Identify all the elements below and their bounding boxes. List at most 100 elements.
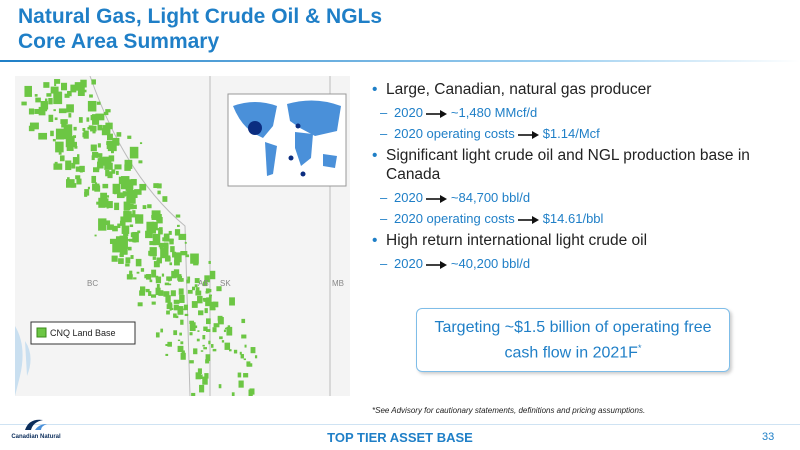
land-patch — [43, 82, 50, 88]
land-patch — [151, 210, 161, 220]
land-patch — [149, 228, 156, 234]
land-patch — [170, 246, 175, 253]
land-patch — [157, 216, 163, 224]
land-patch — [169, 307, 172, 311]
land-patch — [54, 83, 57, 87]
land-patch — [149, 241, 156, 246]
land-patch — [158, 230, 163, 235]
land-patch — [102, 183, 109, 189]
land-patch — [68, 113, 72, 118]
land-patch — [71, 162, 76, 169]
land-patch — [82, 132, 87, 138]
land-patch — [155, 287, 161, 296]
land-patch — [65, 136, 75, 148]
land-patch — [106, 141, 110, 146]
land-patch — [62, 136, 67, 140]
land-patch — [91, 175, 97, 183]
land-patch — [184, 313, 189, 317]
land-patch — [119, 220, 126, 226]
land-patch — [169, 238, 174, 245]
land-patch — [97, 124, 103, 131]
land-patch — [219, 336, 223, 340]
land-patch — [197, 368, 202, 374]
land-patch — [163, 242, 169, 249]
land-patch — [218, 384, 222, 389]
land-patch — [112, 225, 118, 232]
sub-label: 2020 operating costs — [394, 126, 515, 141]
land-patch — [107, 171, 113, 179]
land-patch — [241, 334, 247, 339]
land-patch — [149, 247, 157, 257]
land-patch — [119, 253, 124, 258]
border — [89, 76, 191, 396]
land-patch — [190, 253, 199, 264]
land-patch — [193, 348, 198, 355]
land-patch — [58, 108, 67, 114]
land-patch — [199, 384, 205, 393]
land-patch — [183, 304, 188, 311]
logo: Canadian Natural — [6, 416, 66, 440]
land-patch — [153, 183, 159, 189]
land-patch — [88, 125, 94, 129]
land-patch — [212, 301, 219, 308]
land-patch — [216, 286, 222, 292]
land-patch — [156, 284, 160, 289]
sub-bullet: 2020 ~40,200 bbl/d — [372, 255, 792, 273]
land-patch — [105, 109, 111, 113]
land-patch — [135, 258, 142, 267]
land-patch — [21, 101, 27, 106]
land-patch — [175, 315, 179, 319]
land-patch — [224, 327, 228, 330]
land-patch — [197, 330, 200, 332]
land-patch — [118, 176, 127, 185]
land-patch — [55, 141, 64, 153]
land-patch — [179, 294, 185, 303]
land-patch — [92, 151, 99, 158]
land-patch — [151, 294, 157, 298]
land-patch — [54, 79, 61, 84]
region-label: BC — [87, 279, 98, 288]
land-patch — [75, 175, 81, 180]
land-patch — [53, 163, 63, 170]
land-patch — [202, 297, 208, 301]
title: Natural Gas, Light Crude Oil & NGLs Core… — [18, 4, 382, 54]
region-label: AB — [198, 279, 209, 288]
land-patch — [92, 183, 100, 191]
land-patch — [87, 186, 90, 190]
land-patch — [78, 117, 83, 123]
land-patch — [177, 339, 181, 342]
land-patch — [125, 257, 131, 264]
land-patch — [92, 130, 96, 134]
land-patch — [174, 259, 180, 266]
sub-value: ~40,200 bbl/d — [450, 256, 531, 271]
land-patch — [197, 290, 201, 296]
land-patch — [34, 108, 43, 114]
land-patch — [73, 126, 77, 131]
land-patch — [195, 287, 200, 292]
sub-value: $1.14/Mcf — [542, 126, 600, 141]
land-patch — [100, 192, 108, 201]
land-patch — [112, 183, 121, 194]
land-patch — [137, 302, 143, 307]
land-patch — [93, 167, 100, 173]
land-patch — [151, 215, 157, 220]
legend — [30, 321, 136, 345]
land-patch — [123, 230, 128, 237]
land-patch — [145, 288, 150, 293]
land-patch — [116, 237, 121, 243]
land-patch — [186, 279, 190, 284]
arrow — [425, 109, 447, 118]
land-patch — [46, 93, 52, 97]
land-patch — [124, 164, 131, 171]
site — [295, 123, 301, 129]
land-patch — [158, 227, 163, 232]
land-patch — [205, 299, 210, 307]
land-patch — [125, 179, 134, 191]
land-patch — [171, 239, 174, 241]
land-patch — [147, 204, 152, 209]
land-patch — [80, 79, 87, 88]
land-patch — [123, 211, 132, 223]
land-patch — [139, 183, 147, 191]
land-patch — [86, 117, 90, 122]
land-patch — [206, 288, 212, 293]
